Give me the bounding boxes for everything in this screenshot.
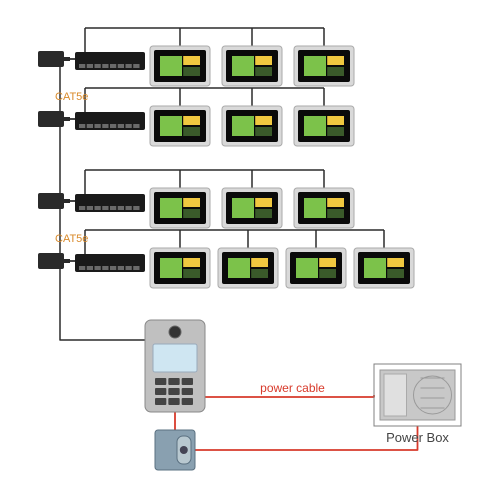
door-intercom	[145, 320, 205, 412]
cat5e-label: CAT5e	[55, 91, 88, 103]
monitor	[286, 248, 346, 288]
cable	[195, 426, 418, 450]
monitor	[222, 188, 282, 228]
monitor	[218, 248, 278, 288]
monitor	[294, 46, 354, 86]
monitor	[294, 188, 354, 228]
power-box: Power Box	[374, 364, 461, 445]
monitor	[222, 106, 282, 146]
psu-adapter	[38, 253, 70, 269]
power-cable-label: power cable	[260, 381, 325, 395]
monitor	[294, 106, 354, 146]
monitor	[354, 248, 414, 288]
monitor	[150, 248, 210, 288]
psu-adapter	[38, 51, 70, 67]
network-diagram: CAT5eCAT5epower cableswitchswitchswitchs…	[0, 0, 500, 500]
psu-adapter	[38, 111, 70, 127]
monitor	[222, 46, 282, 86]
monitor	[150, 46, 210, 86]
electric-lock	[155, 430, 195, 470]
cable	[205, 395, 374, 397]
cat5e-label: CAT5e	[55, 233, 88, 245]
monitor	[150, 106, 210, 146]
psu-adapter	[38, 193, 70, 209]
monitor	[150, 188, 210, 228]
power-box-label: Power Box	[386, 430, 449, 445]
cable	[60, 261, 145, 340]
